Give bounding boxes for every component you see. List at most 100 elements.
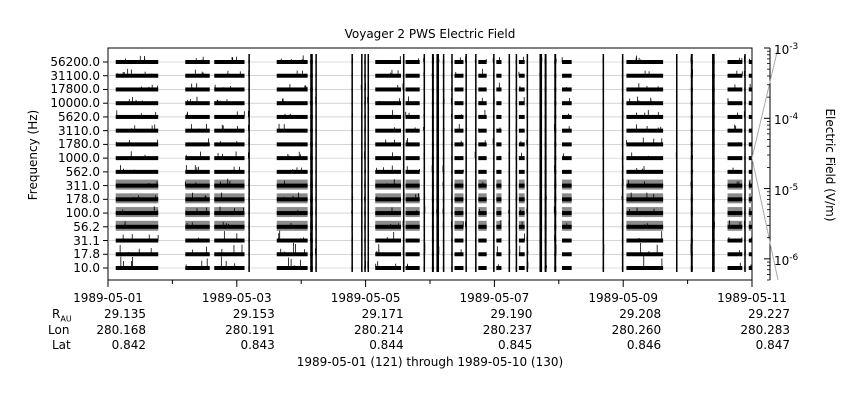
band-core	[185, 101, 210, 106]
burst-column	[315, 54, 317, 272]
date-range-caption: 1989-05-01 (121) through 1989-05-10 (130…	[296, 355, 564, 369]
colorbar-tick-label: 10-3	[774, 42, 799, 57]
band-core	[115, 156, 159, 161]
ephemeris-r-value: 29.171	[361, 307, 404, 321]
colorbar-connector-top	[751, 47, 779, 159]
band-core	[562, 252, 572, 257]
y-tick-label: 31100.0	[50, 68, 100, 83]
band-core	[748, 169, 752, 174]
burst-column	[554, 54, 557, 272]
burst-column	[367, 54, 370, 272]
band-core	[185, 128, 210, 133]
band-core	[626, 238, 664, 243]
data-interval-2	[214, 56, 245, 270]
band-core	[375, 169, 402, 174]
band-core	[115, 169, 159, 174]
band-core	[518, 142, 525, 147]
band-core	[115, 211, 159, 216]
colorbar-label: Electric Field (V/m)	[823, 108, 837, 222]
band-core	[727, 156, 743, 161]
data-interval-21	[474, 54, 477, 272]
colorbar-tick-label: 10-4	[774, 112, 799, 128]
band-core	[405, 211, 420, 216]
band-core	[185, 60, 210, 64]
band-core	[626, 87, 664, 92]
band-core	[518, 238, 525, 243]
ephemeris-r-value: 29.153	[232, 307, 275, 321]
band-core	[276, 142, 308, 147]
band-core	[214, 211, 245, 216]
y-tick-label: 1780.0	[58, 137, 100, 152]
band-core	[115, 60, 159, 64]
band-core	[748, 101, 752, 106]
data-interval-41	[748, 58, 753, 270]
band-core	[626, 101, 664, 106]
ephemeris-lon-value: 280.191	[225, 323, 275, 337]
band-core	[454, 252, 464, 257]
band-core	[478, 252, 487, 257]
burst-column	[602, 54, 605, 272]
band-core	[214, 197, 245, 202]
burst-column	[690, 54, 693, 272]
data-interval-30	[544, 54, 547, 272]
colorbar-tick-label: 10-5	[774, 182, 799, 198]
band-core	[276, 224, 308, 229]
data-interval-31	[553, 54, 557, 272]
y-tick-label: 17800.0	[50, 82, 100, 97]
band-core	[518, 60, 525, 64]
band-core	[748, 60, 752, 64]
band-core	[727, 142, 743, 147]
chart-title: Voyager 2 PWS Electric Field	[344, 27, 516, 41]
burst-column	[351, 54, 353, 272]
burst-column	[442, 54, 445, 272]
colorbar	[751, 47, 779, 281]
y-tick-label: 5620.0	[58, 109, 100, 124]
band-core	[496, 60, 502, 64]
band-core	[748, 211, 752, 216]
band-core	[405, 114, 420, 119]
ephemeris-r-value: 29.227	[748, 307, 790, 321]
band-core	[276, 156, 308, 161]
band-core	[748, 266, 752, 270]
band-core	[185, 211, 210, 216]
band-core	[496, 183, 502, 188]
burst-column	[712, 54, 715, 272]
x-tick-date: 1989-05-05	[330, 291, 401, 305]
data-interval-23	[492, 54, 495, 272]
band-core	[375, 156, 402, 161]
data-interval-16	[436, 54, 440, 272]
band-core	[405, 60, 420, 64]
burst-column	[515, 54, 518, 272]
y-tick-label: 10000.0	[50, 96, 100, 111]
y-tick-label: 3110.0	[58, 123, 100, 138]
band-core	[626, 142, 664, 147]
data-interval-27	[518, 56, 525, 270]
band-core	[562, 114, 572, 119]
band-core	[478, 114, 487, 119]
band-core	[454, 224, 464, 229]
band-core	[496, 156, 502, 161]
band-core	[115, 266, 159, 270]
band-core	[214, 238, 245, 243]
y-tick-label: 10.0	[73, 261, 100, 275]
band-core	[454, 183, 464, 188]
band-core	[518, 128, 525, 133]
band-core	[405, 252, 420, 257]
data-interval-11	[375, 56, 402, 270]
band-core	[405, 142, 420, 147]
band-core	[454, 238, 464, 243]
data-interval-33	[602, 54, 605, 272]
burst-column	[493, 54, 495, 272]
data-interval-37	[690, 54, 694, 272]
data-interval-39	[727, 57, 743, 270]
band-core	[727, 197, 743, 202]
band-core	[405, 266, 420, 270]
band-core	[454, 87, 464, 92]
burst-column	[310, 54, 313, 272]
band-core	[727, 266, 743, 270]
band-core	[276, 211, 308, 216]
burst-column	[248, 54, 250, 272]
data-interval-36	[675, 54, 678, 272]
band-core	[518, 197, 525, 202]
band-core	[478, 169, 487, 174]
